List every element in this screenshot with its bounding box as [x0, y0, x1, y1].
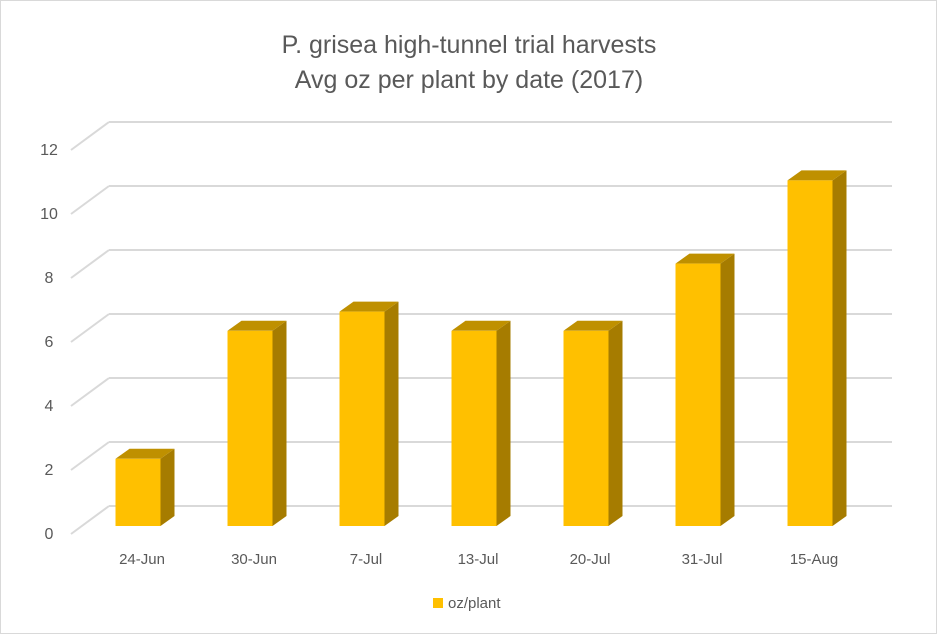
x-tick-label: 20-Jul	[570, 551, 611, 568]
gridline-side	[70, 185, 110, 215]
bar-side	[272, 320, 287, 526]
bar-front	[787, 180, 833, 526]
gridline-side	[70, 505, 110, 535]
chart-title-line-2: Avg oz per plant by date (2017)	[295, 66, 643, 94]
legend-label: oz/plant	[448, 595, 501, 612]
gridline-side	[70, 377, 110, 407]
y-tick-label: 12	[40, 142, 58, 159]
bar-side	[384, 301, 399, 526]
gridline-side	[70, 313, 110, 343]
bar-top	[675, 253, 735, 264]
bar-top	[227, 320, 287, 331]
legend: oz/plant	[433, 595, 501, 612]
x-tick-label: 30-Jun	[231, 551, 277, 568]
chart-title-line-1: P. grisea high-tunnel trial harvests	[282, 31, 657, 59]
bar-front	[115, 458, 161, 526]
bar	[563, 320, 623, 526]
bar-side	[496, 320, 511, 526]
bar-front	[675, 263, 721, 526]
y-tick-label: 10	[40, 206, 58, 223]
y-tick-label: 6	[45, 334, 54, 351]
bar	[339, 301, 399, 526]
x-tick-label: 7-Jul	[350, 551, 383, 568]
y-tick-label: 8	[45, 270, 54, 287]
bar-side	[832, 170, 847, 526]
gridline-side	[70, 121, 110, 151]
bar-front	[339, 311, 385, 526]
y-tick-label: 4	[45, 398, 54, 415]
bar-top	[115, 448, 175, 459]
bar-top	[563, 320, 623, 331]
gridline-side	[70, 249, 110, 279]
gridline-side	[70, 441, 110, 471]
x-tick-label: 15-Aug	[790, 551, 838, 568]
x-tick-label: 31-Jul	[682, 551, 723, 568]
bar-front	[451, 330, 497, 526]
x-tick-label: 13-Jul	[458, 551, 499, 568]
bar-top	[787, 170, 847, 181]
bar-front	[227, 330, 273, 526]
bar-top	[451, 320, 511, 331]
x-tick-label: 24-Jun	[119, 551, 165, 568]
bar-top	[339, 301, 399, 312]
bar-front	[563, 330, 609, 526]
bar	[227, 320, 287, 526]
bar-side	[608, 320, 623, 526]
bar	[115, 448, 175, 526]
y-tick-label: 2	[45, 462, 54, 479]
bar	[451, 320, 511, 526]
bar	[675, 253, 735, 526]
bar-side	[160, 448, 175, 526]
y-tick-label: 0	[45, 526, 54, 543]
bar-side	[720, 253, 735, 526]
bar	[787, 170, 847, 526]
legend-swatch	[433, 598, 443, 608]
